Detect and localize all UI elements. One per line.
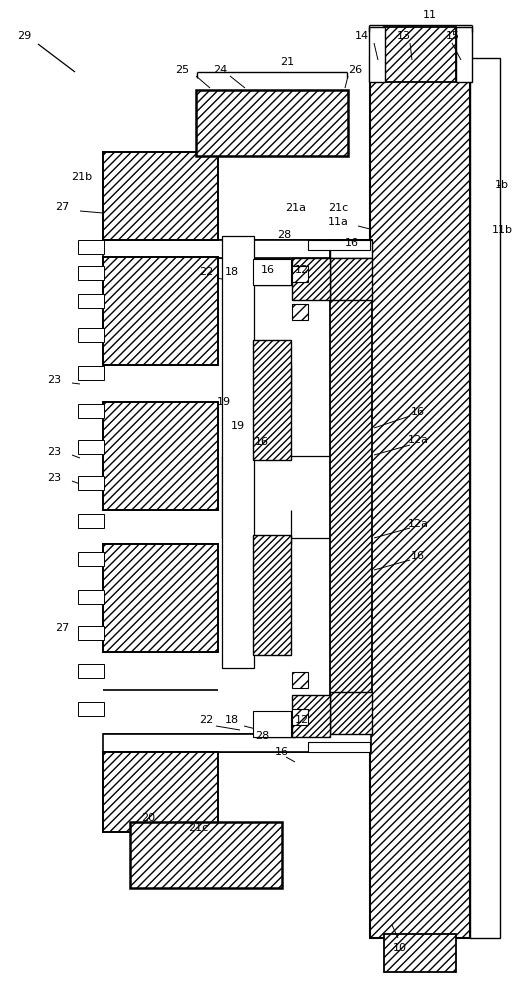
Bar [292, 672, 308, 688]
Bar [384, 27, 456, 82]
Bar [292, 709, 308, 725]
Text: 21c: 21c [328, 203, 348, 213]
Bar [330, 240, 372, 734]
Text: 12a: 12a [408, 519, 429, 529]
Bar [78, 240, 104, 254]
Bar [78, 514, 104, 528]
Bar [222, 236, 254, 668]
Bar [292, 695, 330, 737]
Text: 1b: 1b [495, 180, 509, 190]
Bar [308, 742, 370, 752]
Bar [103, 544, 218, 652]
Text: 28: 28 [255, 731, 269, 741]
Text: 15: 15 [446, 31, 460, 41]
Text: 16: 16 [255, 437, 269, 447]
Bar [255, 713, 295, 737]
Text: 10: 10 [393, 943, 407, 953]
Text: 27: 27 [55, 623, 69, 633]
Text: 27: 27 [55, 202, 69, 212]
Bar [330, 692, 372, 734]
Bar [78, 404, 104, 418]
Bar [255, 261, 295, 285]
Bar [222, 456, 330, 538]
Bar [78, 366, 104, 380]
Text: 23: 23 [47, 447, 61, 457]
Text: 22: 22 [199, 715, 213, 725]
Bar [103, 734, 371, 752]
Text: 24: 24 [213, 65, 227, 75]
Bar [78, 590, 104, 604]
Text: 25: 25 [175, 65, 189, 75]
Text: 21a: 21a [285, 203, 306, 213]
Text: 13: 13 [397, 31, 411, 41]
Text: 23: 23 [47, 375, 61, 385]
Text: 16: 16 [411, 551, 425, 561]
Text: 14: 14 [355, 31, 369, 41]
Bar [369, 27, 385, 82]
Bar [78, 294, 104, 308]
Text: 21: 21 [280, 57, 294, 67]
Bar [370, 58, 470, 938]
Bar [78, 664, 104, 678]
Bar [196, 90, 348, 156]
Bar [308, 240, 370, 250]
Text: 18: 18 [225, 715, 239, 725]
Text: 12: 12 [295, 715, 309, 725]
Bar [103, 752, 218, 832]
Text: 19: 19 [217, 397, 231, 407]
Bar [330, 258, 372, 300]
Bar [384, 934, 456, 972]
Text: 26: 26 [348, 65, 362, 75]
Text: 12: 12 [295, 265, 309, 275]
Bar [292, 266, 308, 282]
Bar [253, 535, 291, 655]
Bar [330, 240, 372, 258]
Bar [103, 152, 218, 240]
Text: 21b: 21b [71, 172, 93, 182]
Text: 16: 16 [345, 238, 359, 248]
Bar [292, 258, 330, 300]
Bar [130, 822, 282, 888]
Bar [78, 626, 104, 640]
Bar [253, 711, 291, 737]
Bar [78, 266, 104, 280]
Text: 11b: 11b [491, 225, 512, 235]
Bar [78, 328, 104, 342]
Text: 29: 29 [17, 31, 31, 41]
Text: 18: 18 [225, 267, 239, 277]
Bar [103, 402, 218, 510]
Bar [103, 240, 371, 258]
Text: 19: 19 [231, 421, 245, 431]
Text: 16: 16 [411, 407, 425, 417]
Text: 21c: 21c [188, 823, 208, 833]
Text: 11a: 11a [327, 217, 348, 227]
Bar [78, 476, 104, 490]
Bar [253, 259, 291, 285]
Text: 28: 28 [277, 230, 291, 240]
Text: 16: 16 [261, 265, 275, 275]
Text: 20: 20 [141, 813, 155, 823]
Bar [78, 552, 104, 566]
Text: 22: 22 [199, 267, 213, 277]
Text: 12a: 12a [408, 435, 429, 445]
Bar [292, 304, 308, 320]
Bar [456, 27, 472, 82]
Bar [470, 58, 500, 938]
Bar [253, 340, 291, 460]
Bar [78, 440, 104, 454]
Text: 23: 23 [47, 473, 61, 483]
Text: 16: 16 [275, 747, 289, 757]
Bar [103, 257, 218, 365]
Bar [78, 702, 104, 716]
Text: 11: 11 [423, 10, 437, 20]
